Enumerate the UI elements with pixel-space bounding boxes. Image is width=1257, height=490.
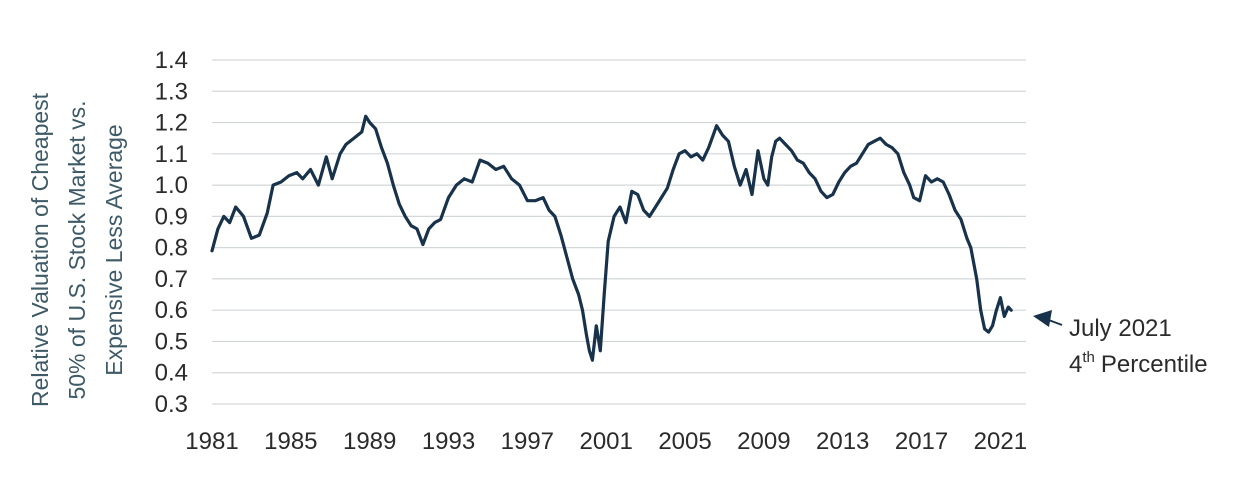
- y-tick-label: 1.0: [155, 172, 188, 199]
- y-tick-label: 1.2: [155, 110, 188, 137]
- x-tick-label: 2017: [895, 428, 948, 455]
- gridlines: [212, 59, 1026, 405]
- annotation-line2-sup: th: [1082, 349, 1095, 366]
- annotation: July 2021 4th Percentile: [1033, 310, 1208, 378]
- y-tick-label: 0.8: [155, 235, 188, 262]
- x-tick-label: 1981: [185, 428, 238, 455]
- y-axis-title-line: Relative Valuation of Cheapest: [27, 92, 53, 407]
- y-tick-label: 0.5: [155, 328, 188, 355]
- series-line: [210, 114, 1013, 362]
- y-tick-label: 0.6: [155, 297, 188, 324]
- x-tick-label: 2001: [579, 428, 632, 455]
- y-tick-label: 1.1: [155, 141, 188, 168]
- annotation-line2-prefix: 4: [1069, 351, 1082, 378]
- annotation-arrow-head-icon: [1033, 310, 1052, 327]
- x-axis-ticks: 1981 1985 1989 1993 1997 2001 2005 2009 2013 2017…: [185, 428, 1027, 455]
- y-tick-label: 0.7: [155, 266, 188, 293]
- x-tick-label: 1997: [501, 428, 554, 455]
- y-axis-title: Relative Valuation of Cheapest 50% of U.S…: [27, 92, 127, 407]
- x-tick-label: 1989: [343, 428, 396, 455]
- y-axis-ticks: 0.3 0.4 0.5 0.6 0.7 0.8 0.9 1.0 1.1 1.2 1.3 1.4: [155, 47, 188, 418]
- y-axis-title-line: Expensive Less Average: [101, 124, 127, 375]
- x-tick-label: 2021: [974, 428, 1027, 455]
- x-tick-label: 2005: [658, 428, 711, 455]
- x-tick-label: 2009: [737, 428, 790, 455]
- y-tick-label: 1.4: [155, 47, 188, 74]
- x-tick-label: 2013: [816, 428, 869, 455]
- y-axis-title-line: 50% of U.S. Stock Market vs.: [64, 100, 90, 399]
- annotation-line2-suffix: Percentile: [1101, 351, 1208, 378]
- y-tick-label: 0.9: [155, 203, 188, 230]
- y-tick-label: 0.4: [155, 360, 188, 387]
- annotation-line2: 4th Percentile: [1069, 349, 1208, 378]
- x-tick-label: 1993: [422, 428, 475, 455]
- series-group: [210, 114, 1013, 362]
- annotation-line1: July 2021: [1069, 315, 1172, 342]
- x-tick-label: 1985: [264, 428, 317, 455]
- y-tick-label: 1.3: [155, 78, 188, 105]
- y-tick-label: 0.3: [155, 391, 188, 418]
